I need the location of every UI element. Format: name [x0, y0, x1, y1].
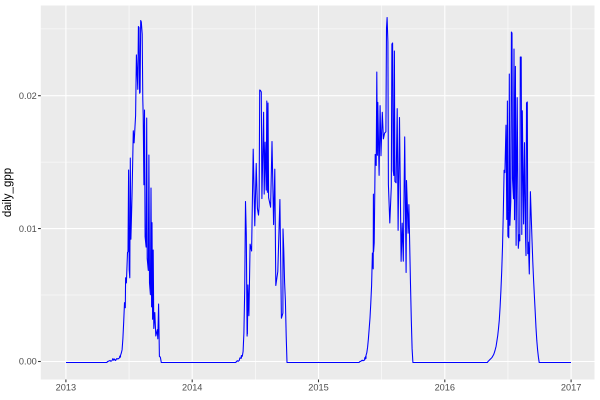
svg-text:0.01: 0.01: [19, 224, 37, 234]
svg-text:0.02: 0.02: [19, 91, 37, 101]
svg-text:daily_gpp: daily_gpp: [2, 168, 14, 217]
svg-text:2016: 2016: [435, 383, 455, 393]
svg-text:2015: 2015: [308, 383, 328, 393]
svg-text:2013: 2013: [56, 383, 76, 393]
svg-text:2014: 2014: [182, 383, 202, 393]
svg-text:0.00: 0.00: [19, 357, 37, 367]
svg-text:2017: 2017: [561, 383, 581, 393]
